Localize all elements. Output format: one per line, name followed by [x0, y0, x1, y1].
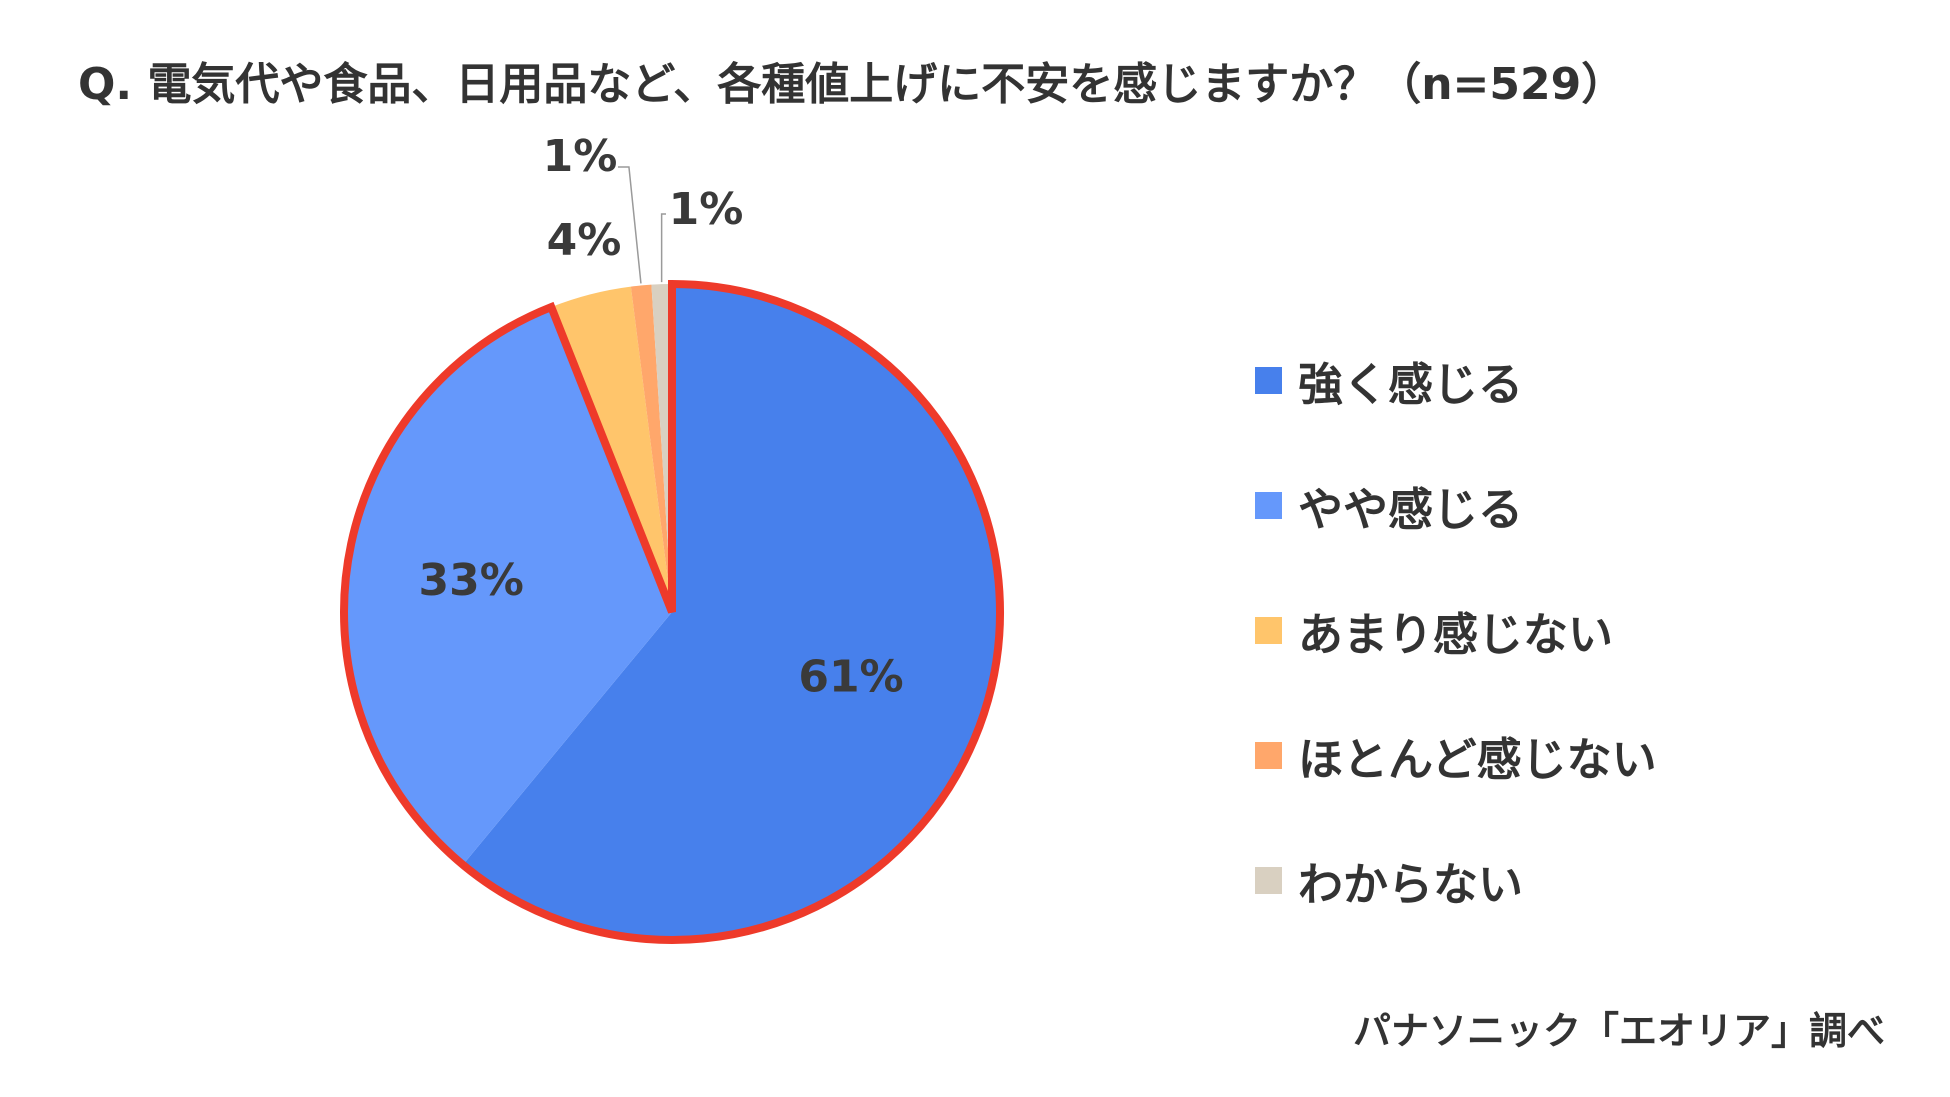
chart-title: Q. 電気代や食品、日用品など、各種値上げに不安を感じますか？（n=529） — [78, 59, 1626, 110]
legend-item: わからない — [1255, 818, 1657, 943]
legend-item: あまり感じない — [1255, 568, 1657, 693]
legend-item: ほとんど感じない — [1255, 693, 1657, 818]
legend-label: やや感じる — [1298, 483, 1524, 536]
legend-swatch — [1255, 367, 1282, 394]
legend-item: 強く感じる — [1255, 318, 1657, 443]
slice-value-label: 1% — [669, 184, 744, 235]
legend-swatch — [1255, 617, 1282, 644]
pie-value-labels: 61% 33% 4% 1% 1% — [418, 131, 903, 702]
slice-value-label: 4% — [547, 215, 622, 266]
pie-slice — [651, 284, 672, 612]
leader-line — [660, 213, 666, 283]
slice-value-label: 61% — [798, 651, 903, 702]
leader-line — [618, 166, 642, 284]
pie-slice — [462, 284, 1001, 940]
legend-swatch — [1255, 492, 1282, 519]
pie-slice — [630, 284, 672, 612]
highlight-outline — [340, 279, 1004, 944]
pie-slices — [343, 284, 1001, 940]
legend-label: ほとんど感じない — [1298, 733, 1657, 786]
legend-label: 強く感じる — [1298, 358, 1524, 411]
legend-label: あまり感じない — [1298, 608, 1614, 661]
legend-swatch — [1255, 867, 1282, 894]
legend: 強く感じる やや感じる あまり感じない ほとんど感じない わからない — [1255, 318, 1657, 943]
pie-highlight-outline — [340, 279, 1004, 944]
slice-value-label: 1% — [543, 131, 618, 182]
legend-label: わからない — [1298, 858, 1524, 911]
legend-swatch — [1255, 742, 1282, 769]
slice-value-label: 33% — [418, 555, 523, 606]
legend-item: やや感じる — [1255, 443, 1657, 568]
source-note: パナソニック「エオリア」調べ — [1352, 1009, 1885, 1053]
pie-slice — [343, 307, 672, 865]
